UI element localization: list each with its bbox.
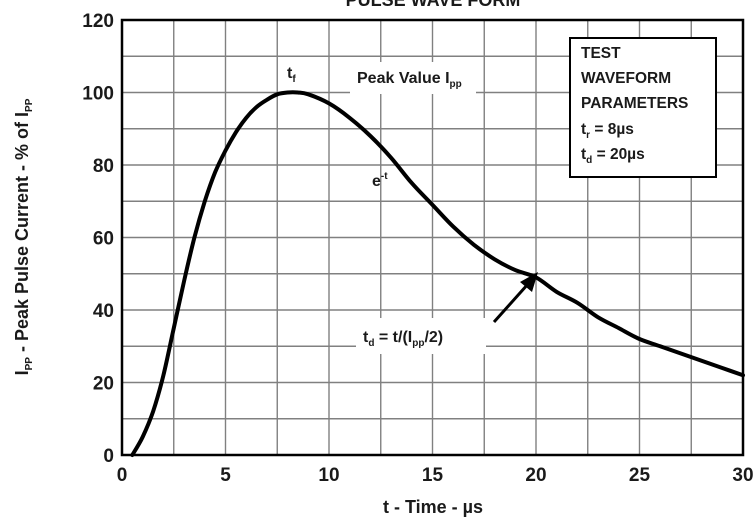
- x-tick-label: 10: [318, 465, 339, 486]
- y-tick-label: 20: [93, 374, 114, 395]
- td-arrow-shaft: [494, 284, 528, 322]
- parameters-line-3: PARAMETERS: [581, 95, 688, 112]
- y-tick-label: 80: [93, 156, 114, 177]
- exp-label-main: e: [372, 173, 381, 190]
- y-axis-title-sub2: PP: [24, 98, 35, 112]
- x-tick-label: 0: [117, 465, 128, 486]
- peak-label-main: Peak Value I: [357, 70, 450, 87]
- x-axis-title: t - Time - µs: [383, 497, 483, 517]
- tf-label-sub: f: [292, 74, 296, 85]
- y-tick-label: 60: [93, 229, 114, 250]
- parameters-td-rest: = 20µs: [592, 146, 644, 163]
- parameters-line-2: WAVEFORM: [581, 70, 671, 87]
- x-tick-label: 15: [422, 465, 444, 486]
- y-tick-label: 0: [103, 446, 114, 467]
- chart-title: PULSE WAVE FORM: [346, 0, 521, 10]
- td-label-end: /2): [424, 329, 443, 346]
- x-tick-label: 20: [525, 465, 546, 486]
- td-label-sub2: pp: [412, 338, 424, 349]
- parameters-tf-rest: = 8µs: [590, 121, 634, 138]
- y-axis-title-sub: PP: [24, 357, 35, 371]
- y-tick-label: 40: [93, 301, 114, 322]
- y-axis-title-rest: - Peak Pulse Current - % of I: [12, 112, 32, 357]
- exp-label-sup: -t: [381, 171, 388, 182]
- y-axis-title: IPP - Peak Pulse Current - % of IPP: [12, 98, 35, 375]
- y-axis-ticks: 0 20 40 60 80 100 120: [82, 11, 114, 467]
- exp-decay-label: e-t: [372, 171, 388, 190]
- x-tick-label: 25: [629, 465, 651, 486]
- tf-label: tf: [287, 65, 296, 85]
- x-tick-label: 30: [732, 465, 753, 486]
- peak-label-sub: pp: [450, 79, 462, 90]
- x-tick-label: 5: [220, 465, 231, 486]
- x-axis-ticks: 0 5 10 15 20 25 30: [117, 465, 754, 486]
- y-tick-label: 120: [82, 11, 114, 32]
- y-tick-label: 100: [82, 84, 114, 105]
- parameters-line-1: TEST: [581, 45, 621, 62]
- td-label-rest: = t/(I: [374, 329, 412, 346]
